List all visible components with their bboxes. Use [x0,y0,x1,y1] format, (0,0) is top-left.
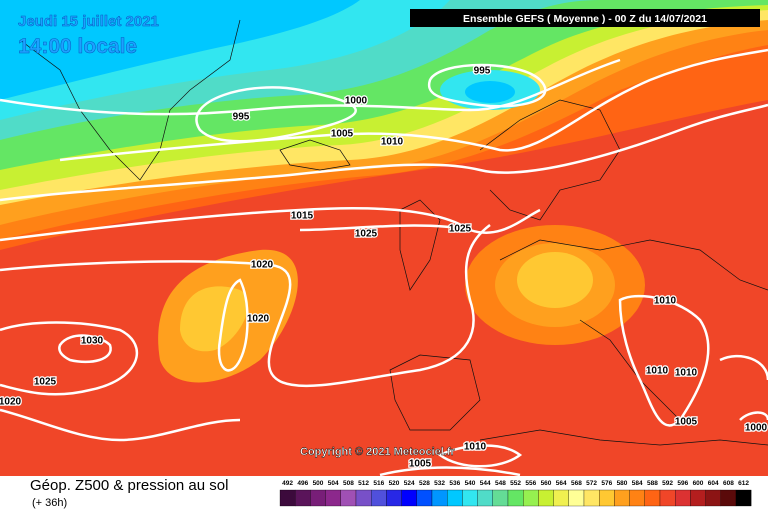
scale-label: 564 [556,480,567,487]
isobar-label: 1010 [381,137,404,148]
scale-swatch [735,489,752,507]
scale-swatch [386,489,402,507]
scale-label: 584 [632,480,643,487]
scale-label: 576 [601,480,612,487]
scale-label: 504 [328,480,339,487]
scale-swatch [371,489,387,507]
scale-label: 596 [677,480,688,487]
isobar-label: 1020 [0,397,22,408]
scale-swatch [523,489,539,507]
scale-label: 532 [434,480,445,487]
scale-label: 524 [404,480,415,487]
scale-swatch [416,489,433,507]
scale-swatch [325,489,341,507]
color-scale: 492 496 500 504 508 512 516 520 524 528 532 536 540 5… [279,480,752,507]
scale-swatch [599,489,615,507]
scale-swatch [431,489,448,507]
scale-swatch [310,489,326,507]
scale-swatch [675,489,691,507]
isobar-label: 995 [474,66,491,77]
run-info: Ensemble GEFS ( Moyenne ) - 00 Z du 14/0… [463,13,707,25]
isobar-label: 1025 [355,229,378,240]
date: Jeudi 15 juillet 2021 [18,13,159,30]
scale-label: 520 [389,480,400,487]
isobar-label: 1010 [646,366,669,377]
isobar-label: 1020 [251,260,274,271]
isobar-label: 1030 [81,336,104,347]
footer-title: Géop. Z500 & pression au sol [30,477,228,494]
scale-label: 568 [571,480,582,487]
isobar-labels: 995 1000 995 1005 1010 1015 1025 1025 1020 1020 10… [0,64,768,471]
scale-label: 592 [662,480,673,487]
isobar-label: 1005 [409,459,432,470]
scale-label: 604 [708,480,719,487]
scale-swatch [477,489,493,507]
scale-label: 600 [693,480,704,487]
scale-swatch [690,489,706,507]
scale-label: 508 [343,480,354,487]
isobar-label: 1010 [464,442,487,453]
scale-label: 588 [647,480,658,487]
scale-swatch [492,489,509,507]
scale-swatch [705,489,721,507]
scale-label: 552 [510,480,521,487]
scale-swatch [614,489,630,507]
scale-swatch [340,489,357,507]
scale-swatch [659,489,676,507]
isobar-label: 1010 [654,296,677,307]
isobar-label: 1020 [247,314,270,325]
run-banner [410,9,760,27]
footer-lead: (+ 36h) [32,497,67,509]
isobar-label: 995 [233,112,250,123]
copyright: Copyright © 2021 Meteociel.fr [300,446,456,458]
scale-label: 560 [541,480,552,487]
scale-label: 528 [419,480,430,487]
isobar-label: 1005 [331,129,354,140]
scale-label: 536 [449,480,460,487]
scale-swatch [583,489,600,507]
scale-swatch [462,489,478,507]
scale-label: 544 [480,480,491,487]
scale-swatch [295,489,311,507]
scale-swatch [447,489,463,507]
scale-swatch [355,489,372,507]
scale-swatch [568,489,585,507]
time: 14:00 locale [18,35,137,58]
scale-label: 580 [617,480,628,487]
scale-label: 540 [465,480,476,487]
scale-label: 572 [586,480,597,487]
isobar-label: 1000 [345,96,368,107]
scale-label: 548 [495,480,506,487]
scale-swatch [507,489,524,507]
scale-swatch [720,489,737,507]
scale-swatch [553,489,569,507]
scale-label: 492 [282,480,293,487]
scale-swatch [538,489,554,507]
isobar-label: 1025 [449,224,472,235]
isobars [0,48,768,477]
isobar-label: 1000 [745,423,768,434]
field [0,0,768,476]
isobar-label: 1025 [34,377,57,388]
scale-label: 512 [358,480,369,487]
scale-label: 516 [373,480,384,487]
scale-label: 608 [723,480,734,487]
isobar-label: 1010 [675,368,698,379]
scale-swatch [644,489,661,507]
scale-swatch [279,489,296,507]
scale-label: 500 [313,480,324,487]
scale-label: 556 [525,480,536,487]
scale-label: 612 [738,480,749,487]
scale-swatch [401,489,417,507]
isobar-label: 1005 [675,417,698,428]
isobar-label: 1015 [291,211,314,222]
scale-label: 496 [297,480,308,487]
scale-swatch [629,489,645,507]
